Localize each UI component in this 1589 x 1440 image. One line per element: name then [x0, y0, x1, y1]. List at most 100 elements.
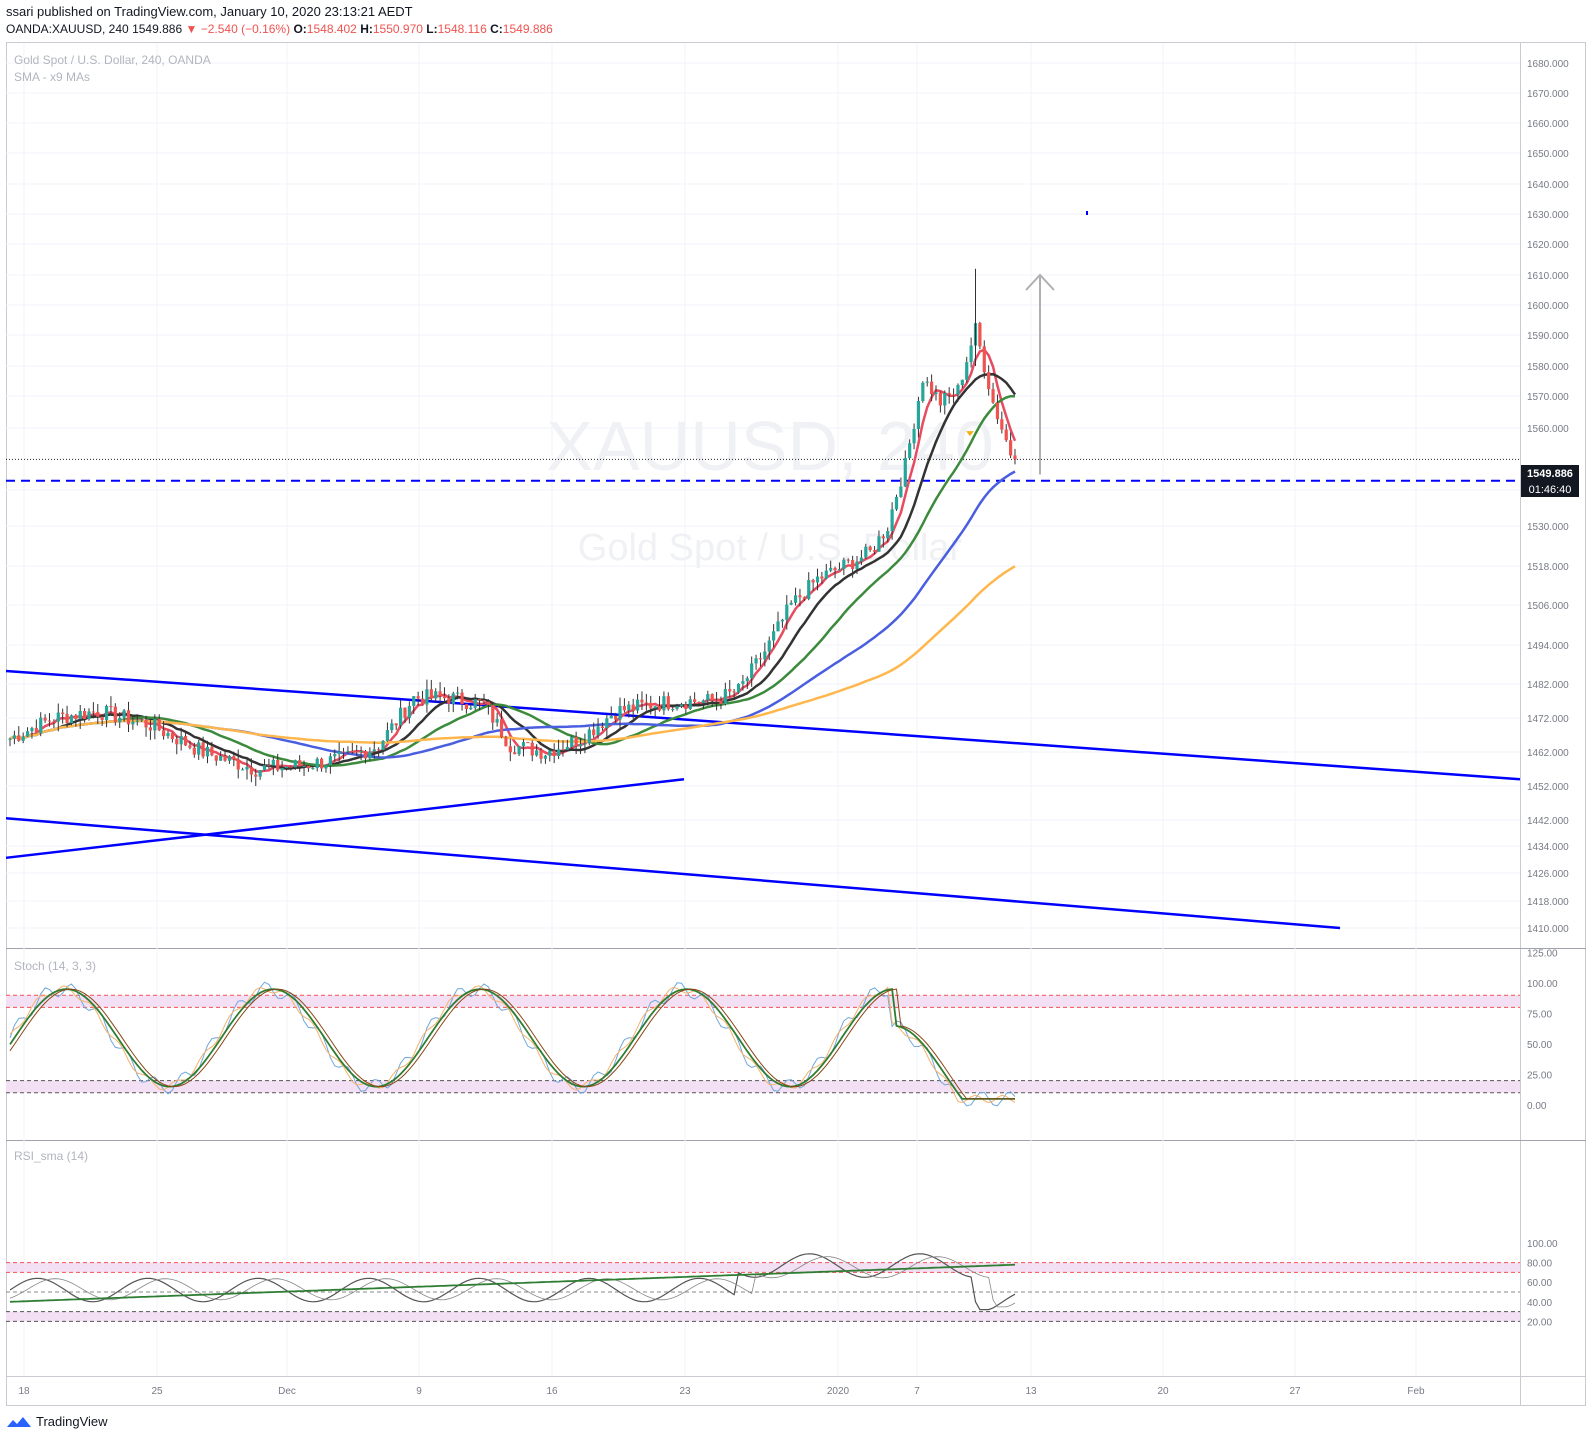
candle-body [530, 742, 534, 756]
candle-body [899, 486, 903, 497]
price-tick-label: 1620.000 [1527, 240, 1569, 251]
candle-body [276, 759, 280, 771]
candle-body [341, 751, 346, 753]
candle-body [587, 729, 591, 744]
price-tick-label: 1494.000 [1527, 641, 1569, 652]
stoch-tick-label: 75.00 [1527, 1010, 1552, 1021]
candle-body [429, 689, 433, 699]
candle-body [491, 704, 495, 723]
candles [8, 268, 1017, 787]
candle-body [34, 728, 38, 734]
candle-body [403, 707, 407, 718]
candle-body [829, 567, 833, 571]
candle-body [969, 345, 973, 363]
candle-body [539, 750, 543, 759]
price-tick-label: 1600.000 [1527, 301, 1569, 312]
candle-body [486, 701, 490, 705]
target-marker [1086, 211, 1088, 215]
candle-body [824, 570, 828, 579]
candle-body [394, 723, 398, 726]
candle-body [640, 699, 644, 703]
candle-body [302, 765, 306, 767]
candle-body [864, 546, 868, 558]
price-tick-label: 1426.000 [1527, 869, 1569, 880]
candle-body [627, 704, 631, 711]
oscillator-lines [9, 981, 1016, 1311]
candle-body [166, 733, 170, 737]
candle-body [671, 708, 675, 710]
low-label: L: [426, 22, 438, 36]
candle-body [513, 752, 517, 755]
candle-body [416, 696, 420, 699]
candle-body [205, 746, 210, 757]
candle-body [175, 739, 179, 745]
candle-body [162, 730, 166, 737]
candle-body [723, 689, 727, 705]
candle-body [596, 726, 600, 736]
candle-body [1000, 419, 1004, 430]
stoch-tick-label: 125.00 [1527, 949, 1558, 960]
candle-body [69, 715, 74, 724]
candle-body [859, 557, 863, 562]
rsi-band [6, 1311, 1520, 1322]
candle-body [219, 755, 223, 761]
candle-body [943, 392, 947, 406]
candle-body [728, 689, 732, 692]
trend-lines[interactable] [5, 458, 1521, 930]
candle-body [565, 746, 569, 750]
candle-body [758, 658, 763, 660]
candle-body [227, 756, 232, 761]
descending-lower-trendline [5, 817, 1341, 930]
ma-orange [9, 565, 1016, 744]
candle-body [47, 720, 52, 722]
descending-upper-trendline [5, 669, 1521, 781]
candle-body [504, 737, 508, 747]
candle-body [837, 569, 842, 571]
candle-body [126, 710, 131, 725]
ascending-support-trendline [5, 777, 685, 860]
candle-body [12, 735, 16, 739]
tradingview-logo-icon [7, 1416, 31, 1427]
last-price-badge [1521, 465, 1579, 481]
candle-body [521, 742, 526, 747]
candle-body [820, 576, 824, 579]
candle-body [197, 742, 201, 755]
candle-body [460, 692, 464, 705]
candle-body [87, 711, 91, 720]
candle-body [451, 693, 455, 704]
candle-body [960, 379, 964, 386]
candle-body [232, 756, 236, 760]
candle-body [109, 706, 113, 708]
candle-body [543, 755, 548, 759]
candle-body [122, 710, 126, 718]
candle-body [328, 756, 332, 766]
candle-body [846, 559, 850, 561]
candle-body [118, 717, 122, 723]
candle-body [113, 706, 117, 723]
candle-body [420, 698, 425, 705]
candle-body [877, 536, 881, 552]
candle-body [833, 567, 837, 571]
candle-body [925, 381, 929, 383]
price-tick-label: 1442.000 [1527, 816, 1569, 827]
candle-body [447, 698, 451, 704]
candle-body [548, 750, 552, 756]
stoch-tick-label: 0.00 [1527, 1101, 1547, 1112]
price-tick-label: 1640.000 [1527, 180, 1569, 191]
candle-body [368, 751, 372, 759]
candle-body [337, 751, 341, 755]
down-arrow-icon: ▼ [185, 22, 198, 36]
countdown-badge [1521, 481, 1579, 497]
candle-body [464, 704, 469, 710]
candle-body [938, 392, 942, 406]
stoch-tick-label: 100.00 [1527, 979, 1558, 990]
candle-body [719, 700, 723, 705]
candle-body [851, 560, 855, 569]
price-tick-label: 1506.000 [1527, 601, 1569, 612]
candle-body [280, 768, 284, 771]
price-tick-label: 1482.000 [1527, 680, 1569, 691]
candle-body [574, 736, 578, 747]
candle-body [346, 750, 350, 752]
candle-body [517, 746, 521, 755]
